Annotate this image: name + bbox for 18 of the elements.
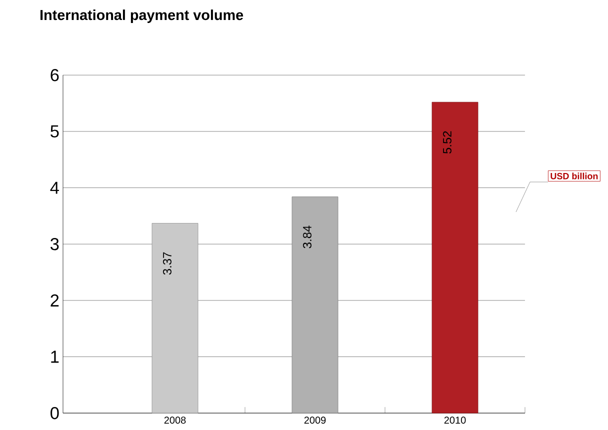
data-label: 3.37 [162, 252, 172, 275]
x-tick-label: 2008 [164, 416, 186, 424]
y-tick-label: 0 [50, 406, 59, 420]
bar [152, 223, 198, 414]
y-tick-label: 1 [51, 350, 59, 363]
chart-title: International payment volume [40, 10, 244, 23]
y-tick-label: 2 [50, 294, 59, 306]
data-label: 5.52 [442, 131, 452, 154]
data-label: 3.84 [302, 226, 312, 248]
y-tick-label: 6 [50, 68, 59, 82]
y-tick-label: 5 [50, 125, 59, 138]
x-tick-label: 2009 [304, 416, 326, 424]
y-tick-label: 3 [50, 238, 59, 250]
bar [432, 102, 478, 414]
bar [292, 196, 338, 414]
x-tick-label: 2010 [444, 416, 466, 424]
y-tick-label: 4 [50, 182, 59, 194]
text: USD billion [550, 172, 598, 180]
